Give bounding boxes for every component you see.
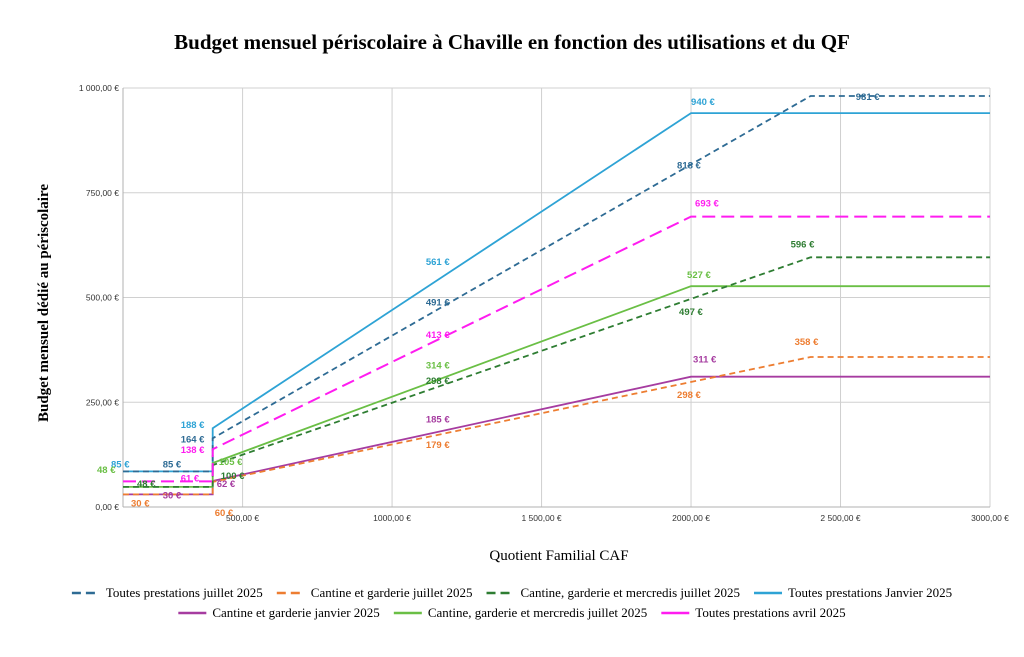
data-label: 179 € [426, 440, 450, 451]
data-label: 358 € [795, 337, 819, 348]
data-label: 48 € [97, 465, 116, 476]
x-tick-label: 3000,00 € [971, 513, 1009, 523]
y-tick-label: 250,00 € [86, 397, 119, 407]
data-label: 497 € [679, 307, 703, 318]
x-tick-label: 2 500,00 € [820, 513, 860, 523]
data-label: 314 € [426, 360, 450, 371]
data-label: 48 € [137, 479, 156, 490]
series-line-1 [123, 95, 990, 473]
y-tick-label: 1 000,00 € [79, 83, 119, 93]
data-label: 61 € [181, 473, 200, 484]
chart-legend: Toutes prestations juillet 2025 Cantine e… [71, 585, 952, 620]
series-line-2 [123, 356, 990, 496]
x-tick-label: 2000,00 € [672, 513, 710, 523]
chart-title: Budget mensuel périscolaire à Chaville e… [174, 30, 850, 54]
series-line-4 [123, 112, 990, 473]
data-label: 60 € [215, 508, 234, 519]
legend-label: Cantine et garderie janvier 2025 [212, 605, 380, 620]
legend-label: Cantine, garderie et mercredis juillet 2… [428, 605, 647, 620]
x-tick-label: 500,00 € [226, 513, 259, 523]
data-label: 940 € [691, 97, 715, 108]
data-label: 527 € [687, 270, 711, 281]
series-line-3 [123, 256, 990, 488]
data-label: 105 € [219, 457, 243, 468]
series-line-5 [123, 375, 990, 496]
x-tick-label: 1 500,00 € [521, 513, 561, 523]
legend-label: Toutes prestations Janvier 2025 [788, 585, 952, 600]
data-label: 981 € [856, 92, 880, 103]
legend-label: Cantine et garderie juillet 2025 [311, 585, 473, 600]
data-label: 818 € [677, 160, 701, 171]
data-label: 413 € [426, 330, 450, 341]
data-label: 185 € [426, 414, 450, 425]
series-lines [123, 95, 990, 496]
data-label: 596 € [791, 239, 815, 250]
y-axis-label: Budget mensuel dédié au périscolaire [36, 184, 52, 422]
y-tick-label: 0,00 € [95, 502, 119, 512]
data-label: 30 € [163, 490, 182, 501]
data-label: 164 € [181, 434, 205, 445]
data-label: 30 € [131, 498, 150, 509]
chart-axes [122, 88, 990, 508]
tick-labels: 0,00 € 250,00 € 500,00 € 750,00 € 1 000,00 €… [79, 83, 1009, 523]
data-label: 62 € [217, 479, 236, 490]
legend-label: Cantine, garderie et mercredis juillet 2… [521, 585, 740, 600]
chart-grid [123, 87, 991, 508]
data-label: 85 € [163, 459, 182, 470]
data-label: 298 € [677, 390, 701, 401]
series-line-7 [123, 215, 990, 483]
data-label: 311 € [693, 355, 717, 366]
legend-label: Toutes prestations avril 2025 [695, 605, 845, 620]
data-label: 298 € [426, 376, 450, 387]
series-line-6 [123, 285, 990, 488]
data-label: 138 € [181, 445, 205, 456]
x-axis-label: Quotient Familial CAF [489, 548, 628, 564]
data-label: 85 € [111, 459, 130, 470]
data-label: 100 € [221, 471, 245, 482]
data-label: 561 € [426, 257, 450, 268]
legend-label: Toutes prestations juillet 2025 [106, 585, 263, 600]
data-labels: 85 € 164 € 491 € 818 € 981 € 30 € 60 € 179 € 298… [97, 92, 880, 519]
y-tick-label: 750,00 € [86, 188, 119, 198]
data-label: 693 € [695, 199, 719, 210]
y-tick-label: 500,00 € [86, 293, 119, 303]
data-label: 188 € [181, 420, 205, 431]
x-tick-label: 1000,00 € [373, 513, 411, 523]
data-label: 491 € [426, 297, 450, 308]
